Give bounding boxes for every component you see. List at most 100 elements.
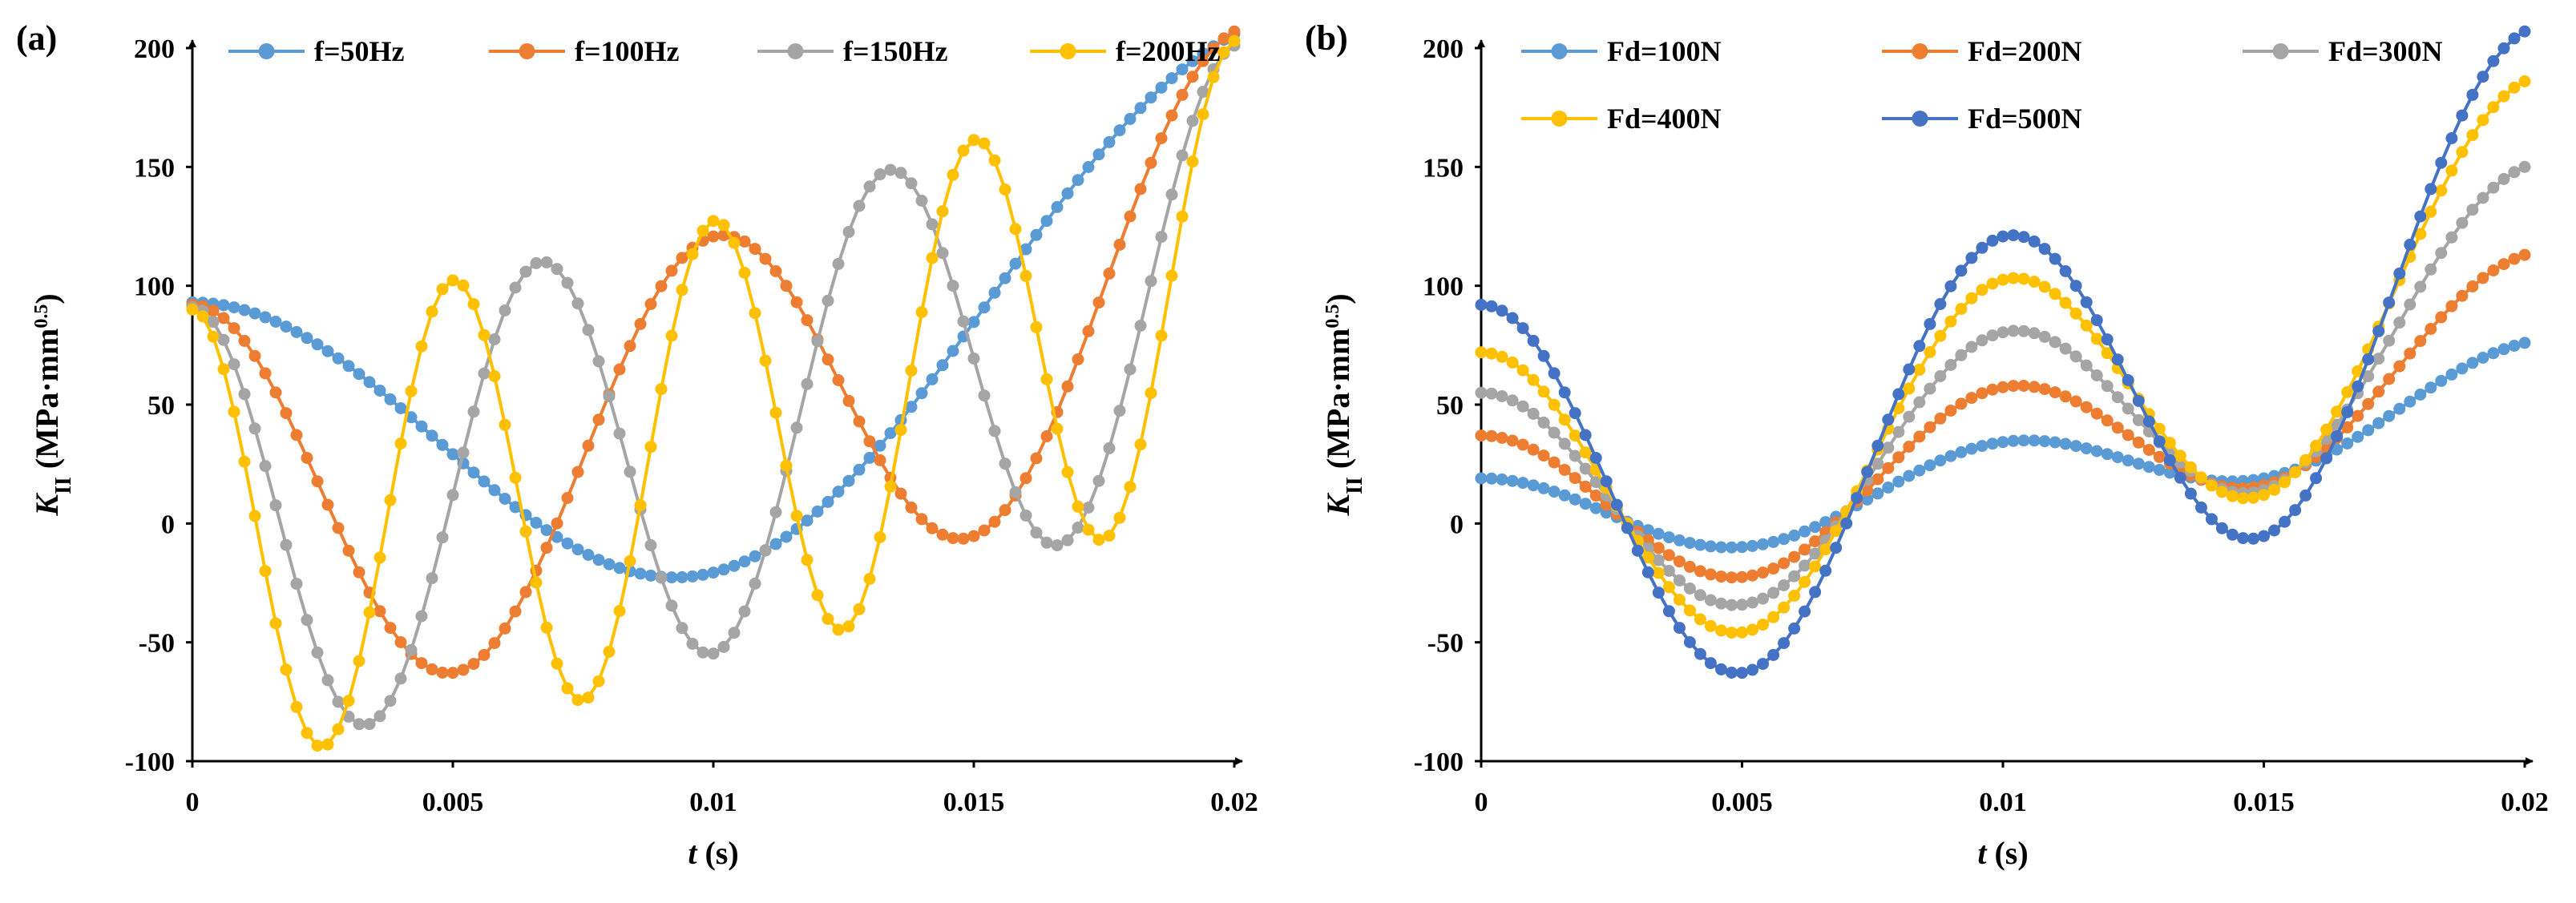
data-point: [2404, 347, 2417, 360]
legend-label: f=100Hz: [575, 35, 680, 67]
data-point: [988, 425, 1001, 437]
data-point: [426, 429, 438, 442]
data-point: [1662, 565, 1675, 577]
data-point: [2215, 522, 2228, 534]
data-point: [822, 495, 834, 508]
data-point: [446, 489, 459, 502]
data-point: [1475, 386, 1488, 399]
data-point: [655, 571, 668, 584]
data-point: [2352, 409, 2364, 422]
y-tick-label: 0: [161, 510, 175, 539]
legend-marker: [1551, 111, 1568, 127]
data-point: [2445, 164, 2458, 177]
data-point: [1757, 538, 1769, 550]
data-point: [613, 427, 626, 440]
data-point: [1673, 555, 1686, 568]
data-point: [884, 163, 897, 176]
data-point: [2194, 471, 2207, 484]
data-point: [259, 565, 272, 578]
data-point: [394, 672, 407, 685]
data-point: [728, 236, 741, 249]
data-point: [1124, 481, 1137, 494]
data-point: [2414, 280, 2427, 293]
data-point: [290, 578, 303, 591]
data-point: [2352, 430, 2364, 443]
data-point: [1485, 387, 1498, 400]
data-point: [644, 569, 657, 582]
data-point: [1548, 367, 1561, 380]
data-point: [2049, 252, 2061, 265]
legend-item: f=200Hz: [1030, 35, 1221, 67]
data-point: [644, 441, 657, 454]
data-point: [519, 525, 532, 538]
data-point: [1186, 155, 1199, 168]
data-point: [769, 265, 782, 277]
data-point: [1103, 441, 1116, 454]
data-point: [415, 420, 428, 433]
data-point: [1641, 551, 1654, 564]
data-point: [1673, 594, 1686, 606]
data-point: [1558, 489, 1571, 502]
data-point: [696, 568, 709, 581]
data-point: [551, 263, 563, 276]
data-point: [1485, 472, 1498, 485]
data-point: [1726, 599, 1738, 611]
data-point: [488, 333, 501, 345]
data-point: [2184, 461, 2197, 474]
data-point: [1103, 135, 1116, 148]
data-point: [1092, 296, 1105, 309]
legend-item: Fd=500N: [1882, 103, 2082, 135]
data-point: [2456, 146, 2469, 159]
data-point: [561, 537, 574, 550]
data-point: [478, 367, 491, 380]
series-f=50Hz: [186, 27, 1241, 584]
data-point: [1986, 437, 1999, 450]
data-point: [1809, 586, 1822, 599]
data-point: [1600, 475, 1613, 488]
data-point: [2163, 437, 2176, 449]
data-point: [1809, 560, 1822, 573]
data-point: [540, 621, 553, 634]
data-point: [1475, 472, 1488, 485]
data-point: [2007, 380, 2020, 393]
data-point: [2059, 390, 2072, 403]
data-point: [1061, 466, 1074, 478]
data-point: [446, 274, 459, 287]
data-point: [2518, 25, 2531, 38]
data-point: [1134, 183, 1147, 196]
data-point: [2247, 491, 2259, 504]
data-point: [467, 405, 480, 418]
data-point: [686, 638, 699, 650]
data-point: [811, 589, 824, 602]
x-tick-label: 0.005: [422, 788, 484, 817]
data-point: [1030, 452, 1043, 465]
data-point: [2101, 347, 2114, 360]
data-point: [957, 144, 970, 157]
data-point: [1726, 627, 1738, 639]
data-point: [1778, 601, 1791, 614]
data-point: [1030, 320, 1043, 333]
data-point: [967, 134, 980, 147]
y-tick-label: 50: [147, 391, 175, 421]
y-tick-label: 150: [1423, 153, 1464, 183]
series-f=150Hz: [186, 39, 1241, 731]
data-point: [1694, 589, 1706, 602]
data-point: [2352, 380, 2364, 393]
data-point: [2299, 454, 2312, 466]
data-point: [2435, 374, 2448, 387]
data-point: [1145, 387, 1157, 400]
data-point: [1976, 284, 1989, 296]
data-point: [551, 517, 563, 530]
data-point: [1506, 434, 1519, 447]
data-point: [1767, 611, 1780, 623]
data-point: [519, 265, 532, 278]
data-point: [1819, 516, 1832, 529]
data-point: [2132, 436, 2145, 449]
data-point: [2289, 504, 2302, 517]
data-point: [613, 605, 626, 617]
data-point: [332, 522, 345, 534]
data-point: [1694, 613, 1706, 626]
data-point: [1944, 280, 1957, 292]
data-point: [1176, 149, 1189, 162]
data-point: [926, 522, 939, 534]
